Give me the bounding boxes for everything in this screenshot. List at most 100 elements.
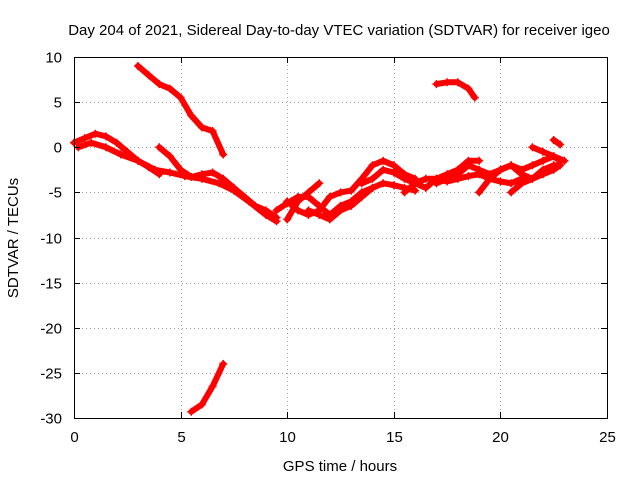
data-point [315,210,324,219]
data-point [432,80,441,89]
series-trace [529,144,564,164]
data-point [496,165,505,174]
data-point [400,188,409,197]
data-point [421,183,430,192]
y-tick-label: -25 [40,366,62,383]
axis-ticks: 0 5 10 15 20 25 -30 -25 -20 -15 -10 -5 0 5 10 [40,50,616,447]
data-point [464,172,473,181]
data-point [357,179,366,188]
data-point [102,143,110,152]
data-point [261,206,270,215]
data-point [549,165,558,174]
data-point [283,215,292,224]
data-point [208,382,217,391]
data-point [556,156,565,165]
data-point [556,140,565,149]
data-point [165,168,174,177]
series-arc-e [187,359,228,416]
data-point [187,407,196,416]
data-point [453,78,462,87]
data-point [379,179,388,188]
series-arc-b [74,138,281,226]
data-point [357,192,366,201]
data-point [485,174,494,183]
data-point [507,188,516,197]
data-point [411,179,420,188]
data-point [347,186,356,195]
data-point [219,174,228,183]
data-point [464,161,473,170]
x-axis-label: GPS time / hours [283,458,397,475]
data-point [80,134,89,143]
data-point [293,197,302,206]
data-point [389,181,398,190]
data-point [208,168,217,177]
data-point [155,143,164,152]
x-tick-label: 10 [279,429,296,446]
y-tick-label: 5 [54,95,62,112]
data-point [368,161,377,170]
data-point [368,183,377,192]
chart-title: Day 204 of 2021, Sidereal Day-to-day VTE… [68,22,610,39]
data-point [134,156,142,165]
y-tick-label: 10 [45,50,62,67]
data-point [187,111,196,120]
data-point [336,188,345,197]
data-point [197,123,206,132]
data-point [315,179,324,188]
y-tick-label: -15 [40,276,62,293]
data-point [219,150,228,159]
data-point [165,84,174,93]
data-point [176,93,185,102]
data-point [517,170,526,179]
y-tick-label: -5 [49,185,62,202]
series-trace [188,360,227,415]
data-point [470,93,479,102]
data-point [155,80,164,89]
series-arc-m [432,78,479,102]
series-trace [75,139,280,225]
data-point [325,215,334,224]
data-point [475,188,484,197]
data-point [496,177,505,186]
data-point [165,152,174,161]
data-point [325,192,334,201]
data-point [443,174,452,183]
series-arc-d [155,143,281,222]
series-trace [284,180,323,223]
data-point [549,152,558,161]
data-point [229,183,238,192]
data-point [283,197,292,206]
data-point [539,147,547,156]
y-tick-label: -30 [40,411,62,428]
data-point [251,201,260,210]
y-tick-label: -10 [40,231,62,248]
data-point [517,179,526,188]
data-point [304,188,313,197]
series-arc-o [507,161,565,197]
data-point [176,165,185,174]
data-point [507,179,516,188]
series-arc-p [528,143,565,165]
data-point [215,179,223,188]
data-point [272,206,281,215]
data-point [197,170,206,179]
series-arc-c [134,62,228,159]
data-point [475,165,484,174]
data-series [70,62,569,416]
data-point [272,213,281,222]
grid [74,57,607,418]
data-point [240,192,249,201]
data-point [151,165,159,174]
data-point [91,129,100,138]
y-axis-label: SDTVAR / TECUs [5,178,22,298]
series-arc-h [283,179,324,224]
data-point [549,136,558,144]
data-point [389,168,398,177]
data-point [347,201,356,210]
series-arc-q [549,136,565,149]
data-point [389,161,398,170]
data-point [112,138,121,147]
series-trace [401,171,525,196]
x-tick-label: 0 [70,429,78,446]
